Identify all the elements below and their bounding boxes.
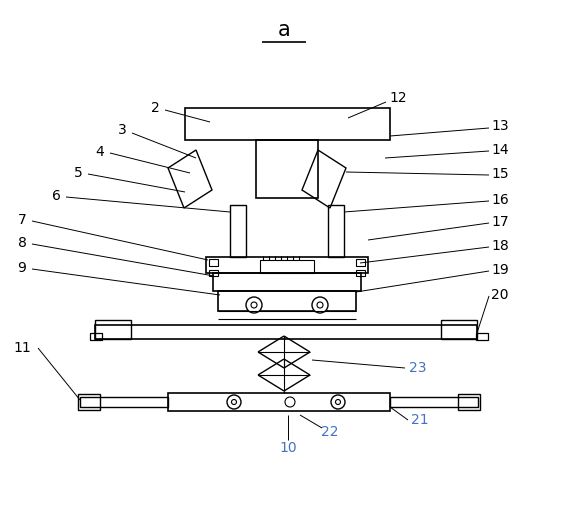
Circle shape xyxy=(232,400,236,405)
Bar xyxy=(260,260,314,273)
Circle shape xyxy=(317,302,323,308)
Text: 8: 8 xyxy=(18,236,27,250)
Text: 14: 14 xyxy=(491,143,509,157)
Bar xyxy=(256,140,318,198)
Circle shape xyxy=(251,302,257,308)
Text: 5: 5 xyxy=(74,166,82,180)
Text: 11: 11 xyxy=(13,341,31,355)
Text: 13: 13 xyxy=(491,119,509,133)
Circle shape xyxy=(331,395,345,409)
Text: 16: 16 xyxy=(491,193,509,207)
Text: 17: 17 xyxy=(491,215,509,229)
Bar xyxy=(168,393,390,411)
Bar xyxy=(356,270,365,276)
Text: 7: 7 xyxy=(18,213,26,227)
Bar xyxy=(95,320,131,339)
Text: 12: 12 xyxy=(389,91,407,105)
Bar xyxy=(458,394,480,410)
Bar xyxy=(213,273,361,291)
Text: 18: 18 xyxy=(491,239,509,253)
Bar xyxy=(80,397,168,407)
Bar xyxy=(476,333,488,340)
Bar xyxy=(390,397,478,407)
Bar xyxy=(185,108,390,140)
Text: 19: 19 xyxy=(491,263,509,277)
Text: 2: 2 xyxy=(151,101,160,115)
Bar xyxy=(90,333,102,340)
Text: 6: 6 xyxy=(52,189,60,203)
Circle shape xyxy=(246,297,262,313)
Bar xyxy=(218,291,356,311)
Text: 15: 15 xyxy=(491,167,509,181)
Text: 21: 21 xyxy=(411,413,429,427)
Text: 3: 3 xyxy=(118,123,126,137)
Bar xyxy=(206,257,368,273)
Text: a: a xyxy=(278,20,290,40)
Bar xyxy=(441,320,477,339)
Bar xyxy=(356,259,365,266)
Text: 9: 9 xyxy=(18,261,27,275)
Bar xyxy=(95,325,477,339)
Bar xyxy=(78,394,100,410)
Circle shape xyxy=(336,400,340,405)
Bar xyxy=(230,205,246,257)
Text: 22: 22 xyxy=(321,425,339,439)
Text: 23: 23 xyxy=(410,361,427,375)
Text: 10: 10 xyxy=(279,441,297,455)
Text: 20: 20 xyxy=(491,288,509,302)
Circle shape xyxy=(285,397,295,407)
Bar xyxy=(328,205,344,257)
Bar xyxy=(209,259,218,266)
Circle shape xyxy=(312,297,328,313)
Bar xyxy=(209,270,218,276)
Text: 4: 4 xyxy=(95,145,105,159)
Circle shape xyxy=(227,395,241,409)
